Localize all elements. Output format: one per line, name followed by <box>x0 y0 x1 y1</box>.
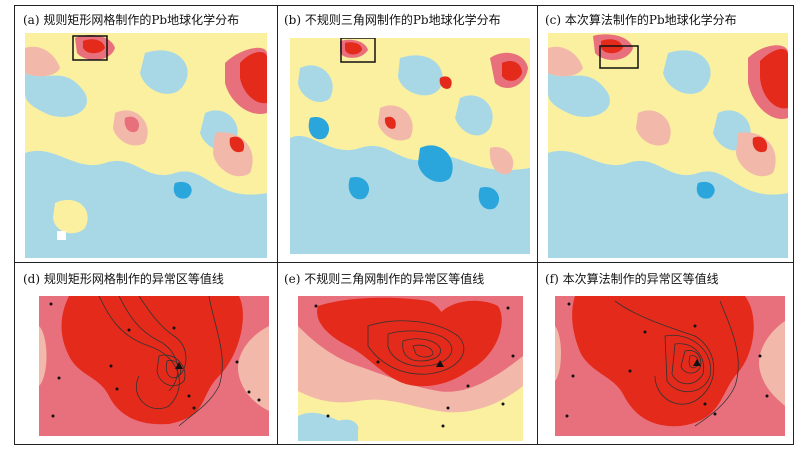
figure-frame: (a) 规则矩形网格制作的Pb地球化学分布 (b) 不规则三角网制作的Pb地球化… <box>14 5 794 445</box>
panel-f-map <box>555 296 785 436</box>
panel-d-map <box>39 296 269 436</box>
panel-c-map <box>548 33 788 258</box>
column-divider <box>277 6 278 444</box>
panel-e-map <box>298 296 523 441</box>
panel-d-caption: (d) 规则矩形网格制作的异常区等值线 <box>23 272 224 286</box>
column-divider <box>537 6 538 444</box>
panel-b-map <box>290 38 530 254</box>
panel-b-caption: (b) 不规则三角网制作的Pb地球化学分布 <box>284 13 501 27</box>
panel-c-caption: (c) 本次算法制作的Pb地球化学分布 <box>545 13 737 27</box>
panel-f-caption: (f) 本次算法制作的异常区等值线 <box>545 272 719 286</box>
row-divider <box>15 262 793 263</box>
panel-a-map <box>25 33 267 258</box>
panel-a-caption: (a) 规则矩形网格制作的Pb地球化学分布 <box>23 13 240 27</box>
panel-e-caption: (e) 不规则三角网制作的异常区等值线 <box>284 272 485 286</box>
